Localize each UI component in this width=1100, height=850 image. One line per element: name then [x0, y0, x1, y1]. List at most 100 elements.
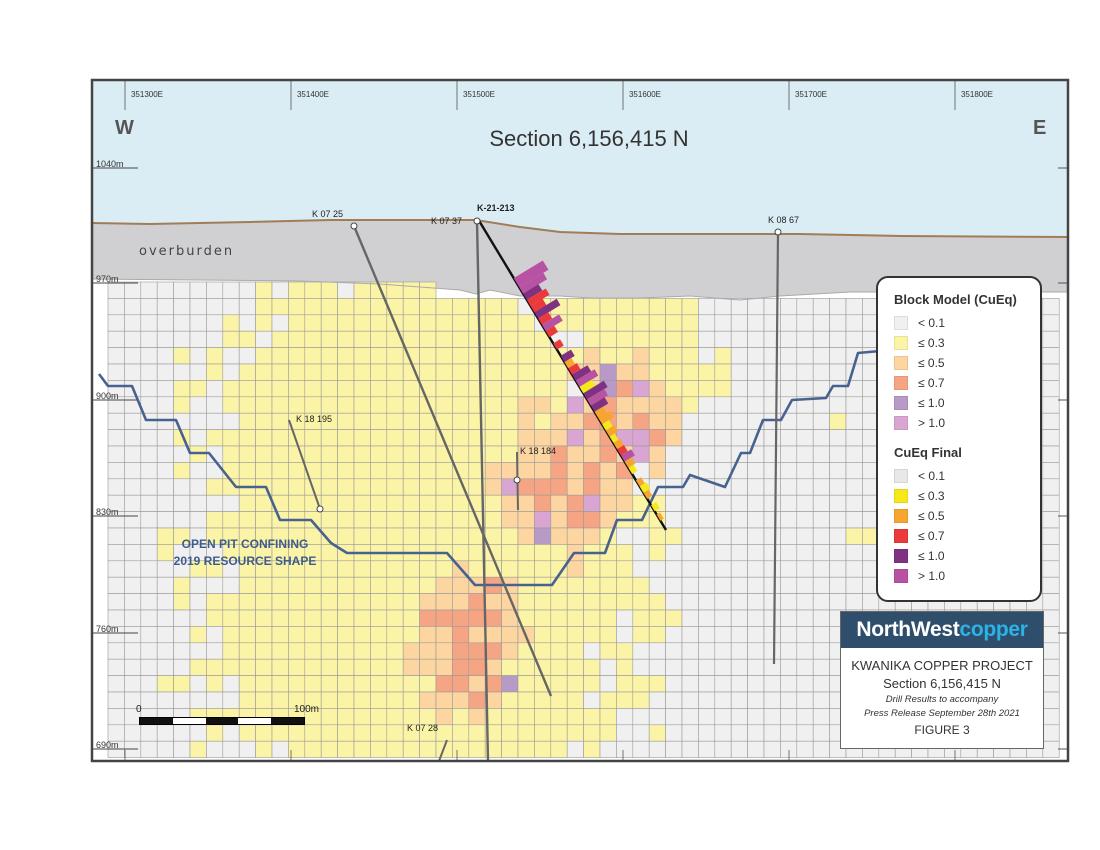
- block-cell: [796, 576, 814, 594]
- block-cell: [812, 675, 830, 693]
- block-cell: [796, 462, 814, 480]
- block-cell: [796, 478, 814, 496]
- block-cell: [271, 347, 289, 365]
- block-cell: [534, 708, 552, 726]
- pit-label-line2: 2019 RESOURCE SHAPE: [174, 554, 317, 568]
- block-cell: [255, 462, 273, 480]
- block-cell: [370, 445, 388, 463]
- block-cell: [714, 560, 732, 578]
- block-cell: [845, 396, 863, 414]
- block-cell: [337, 626, 355, 644]
- drillhole-collar: [473, 217, 481, 225]
- block-cell: [435, 527, 453, 545]
- assay-bar: [609, 433, 619, 443]
- block-cell: [337, 691, 355, 709]
- block-cell: [435, 330, 453, 348]
- block-cell: [370, 724, 388, 742]
- block-cell: [780, 330, 798, 348]
- block-cell: [550, 494, 568, 512]
- block-cell: [173, 642, 191, 660]
- block-cell: [386, 347, 404, 365]
- block-cell: [517, 527, 535, 545]
- block-cell: [353, 429, 371, 447]
- block-cell: [747, 740, 765, 758]
- block-cell: [780, 494, 798, 512]
- compass-west: W: [115, 117, 134, 139]
- block-cell: [173, 314, 191, 332]
- block-cell: [255, 740, 273, 758]
- block-cell: [550, 724, 568, 742]
- pit-shell-line: [97, 349, 881, 587]
- block-cell: [484, 330, 502, 348]
- block-cell: [402, 527, 420, 545]
- block-cell: [763, 494, 781, 512]
- block-cell: [616, 576, 634, 594]
- block-cell: [370, 462, 388, 480]
- block-cell: [288, 642, 306, 660]
- legend-cueq-label: < 0.1: [918, 469, 946, 483]
- block-cell: [566, 593, 584, 611]
- drillhole-traces: [288, 217, 782, 761]
- block-cell: [501, 626, 519, 644]
- block-cell: [796, 445, 814, 463]
- block-cell: [599, 626, 617, 644]
- block-cell: [747, 347, 765, 365]
- block-cell: [714, 412, 732, 430]
- block-cell: [452, 527, 470, 545]
- block-cell: [238, 626, 256, 644]
- block-cell: [124, 429, 142, 447]
- block-cell: [484, 347, 502, 365]
- block-cell: [435, 462, 453, 480]
- drillhole-trace: [438, 739, 448, 761]
- block-cell: [320, 609, 338, 627]
- block-cell: [304, 675, 322, 693]
- block-cell: [714, 609, 732, 627]
- block-cell: [353, 691, 371, 709]
- block-cell: [419, 462, 437, 480]
- block-cell: [173, 511, 191, 529]
- block-cell: [353, 626, 371, 644]
- block-cell: [107, 363, 125, 381]
- company-logo: NorthWestcopper: [841, 612, 1043, 648]
- block-cell: [829, 363, 847, 381]
- block-cell: [566, 740, 584, 758]
- block-cell: [468, 658, 486, 676]
- block-cell: [648, 347, 666, 365]
- block-cell: [452, 642, 470, 660]
- block-cell: [517, 593, 535, 611]
- legend-cueq-label: ≤ 0.7: [918, 529, 945, 543]
- block-cell: [1042, 593, 1060, 611]
- block-cell: [1042, 511, 1060, 529]
- block-cell: [796, 494, 814, 512]
- block-cell: [468, 330, 486, 348]
- block-cell: [550, 740, 568, 758]
- block-cell: [173, 363, 191, 381]
- block-cell: [156, 396, 174, 414]
- legend-cueq-title: CuEq Final: [894, 445, 962, 460]
- block-cell: [534, 527, 552, 545]
- block-cell: [337, 445, 355, 463]
- block-cell: [140, 560, 158, 578]
- block-cell: [435, 511, 453, 529]
- block-cell: [812, 494, 830, 512]
- block-cell: [616, 330, 634, 348]
- block-cell: [616, 642, 634, 660]
- assay-bar: [587, 389, 608, 406]
- block-cell: [534, 724, 552, 742]
- block-cell: [747, 708, 765, 726]
- block-cell: [189, 626, 207, 644]
- block-cell: [288, 298, 306, 316]
- block-cell: [255, 298, 273, 316]
- block-cell: [747, 593, 765, 611]
- block-cell: [435, 708, 453, 726]
- block-cell: [501, 544, 519, 562]
- block-cell: [796, 708, 814, 726]
- block-cell: [829, 527, 847, 545]
- block-cell: [599, 478, 617, 496]
- block-cell: [534, 363, 552, 381]
- block-cell: [681, 429, 699, 447]
- block-cell: [484, 462, 502, 480]
- block-cell: [238, 609, 256, 627]
- block-cell: [796, 593, 814, 611]
- block-cell: [435, 642, 453, 660]
